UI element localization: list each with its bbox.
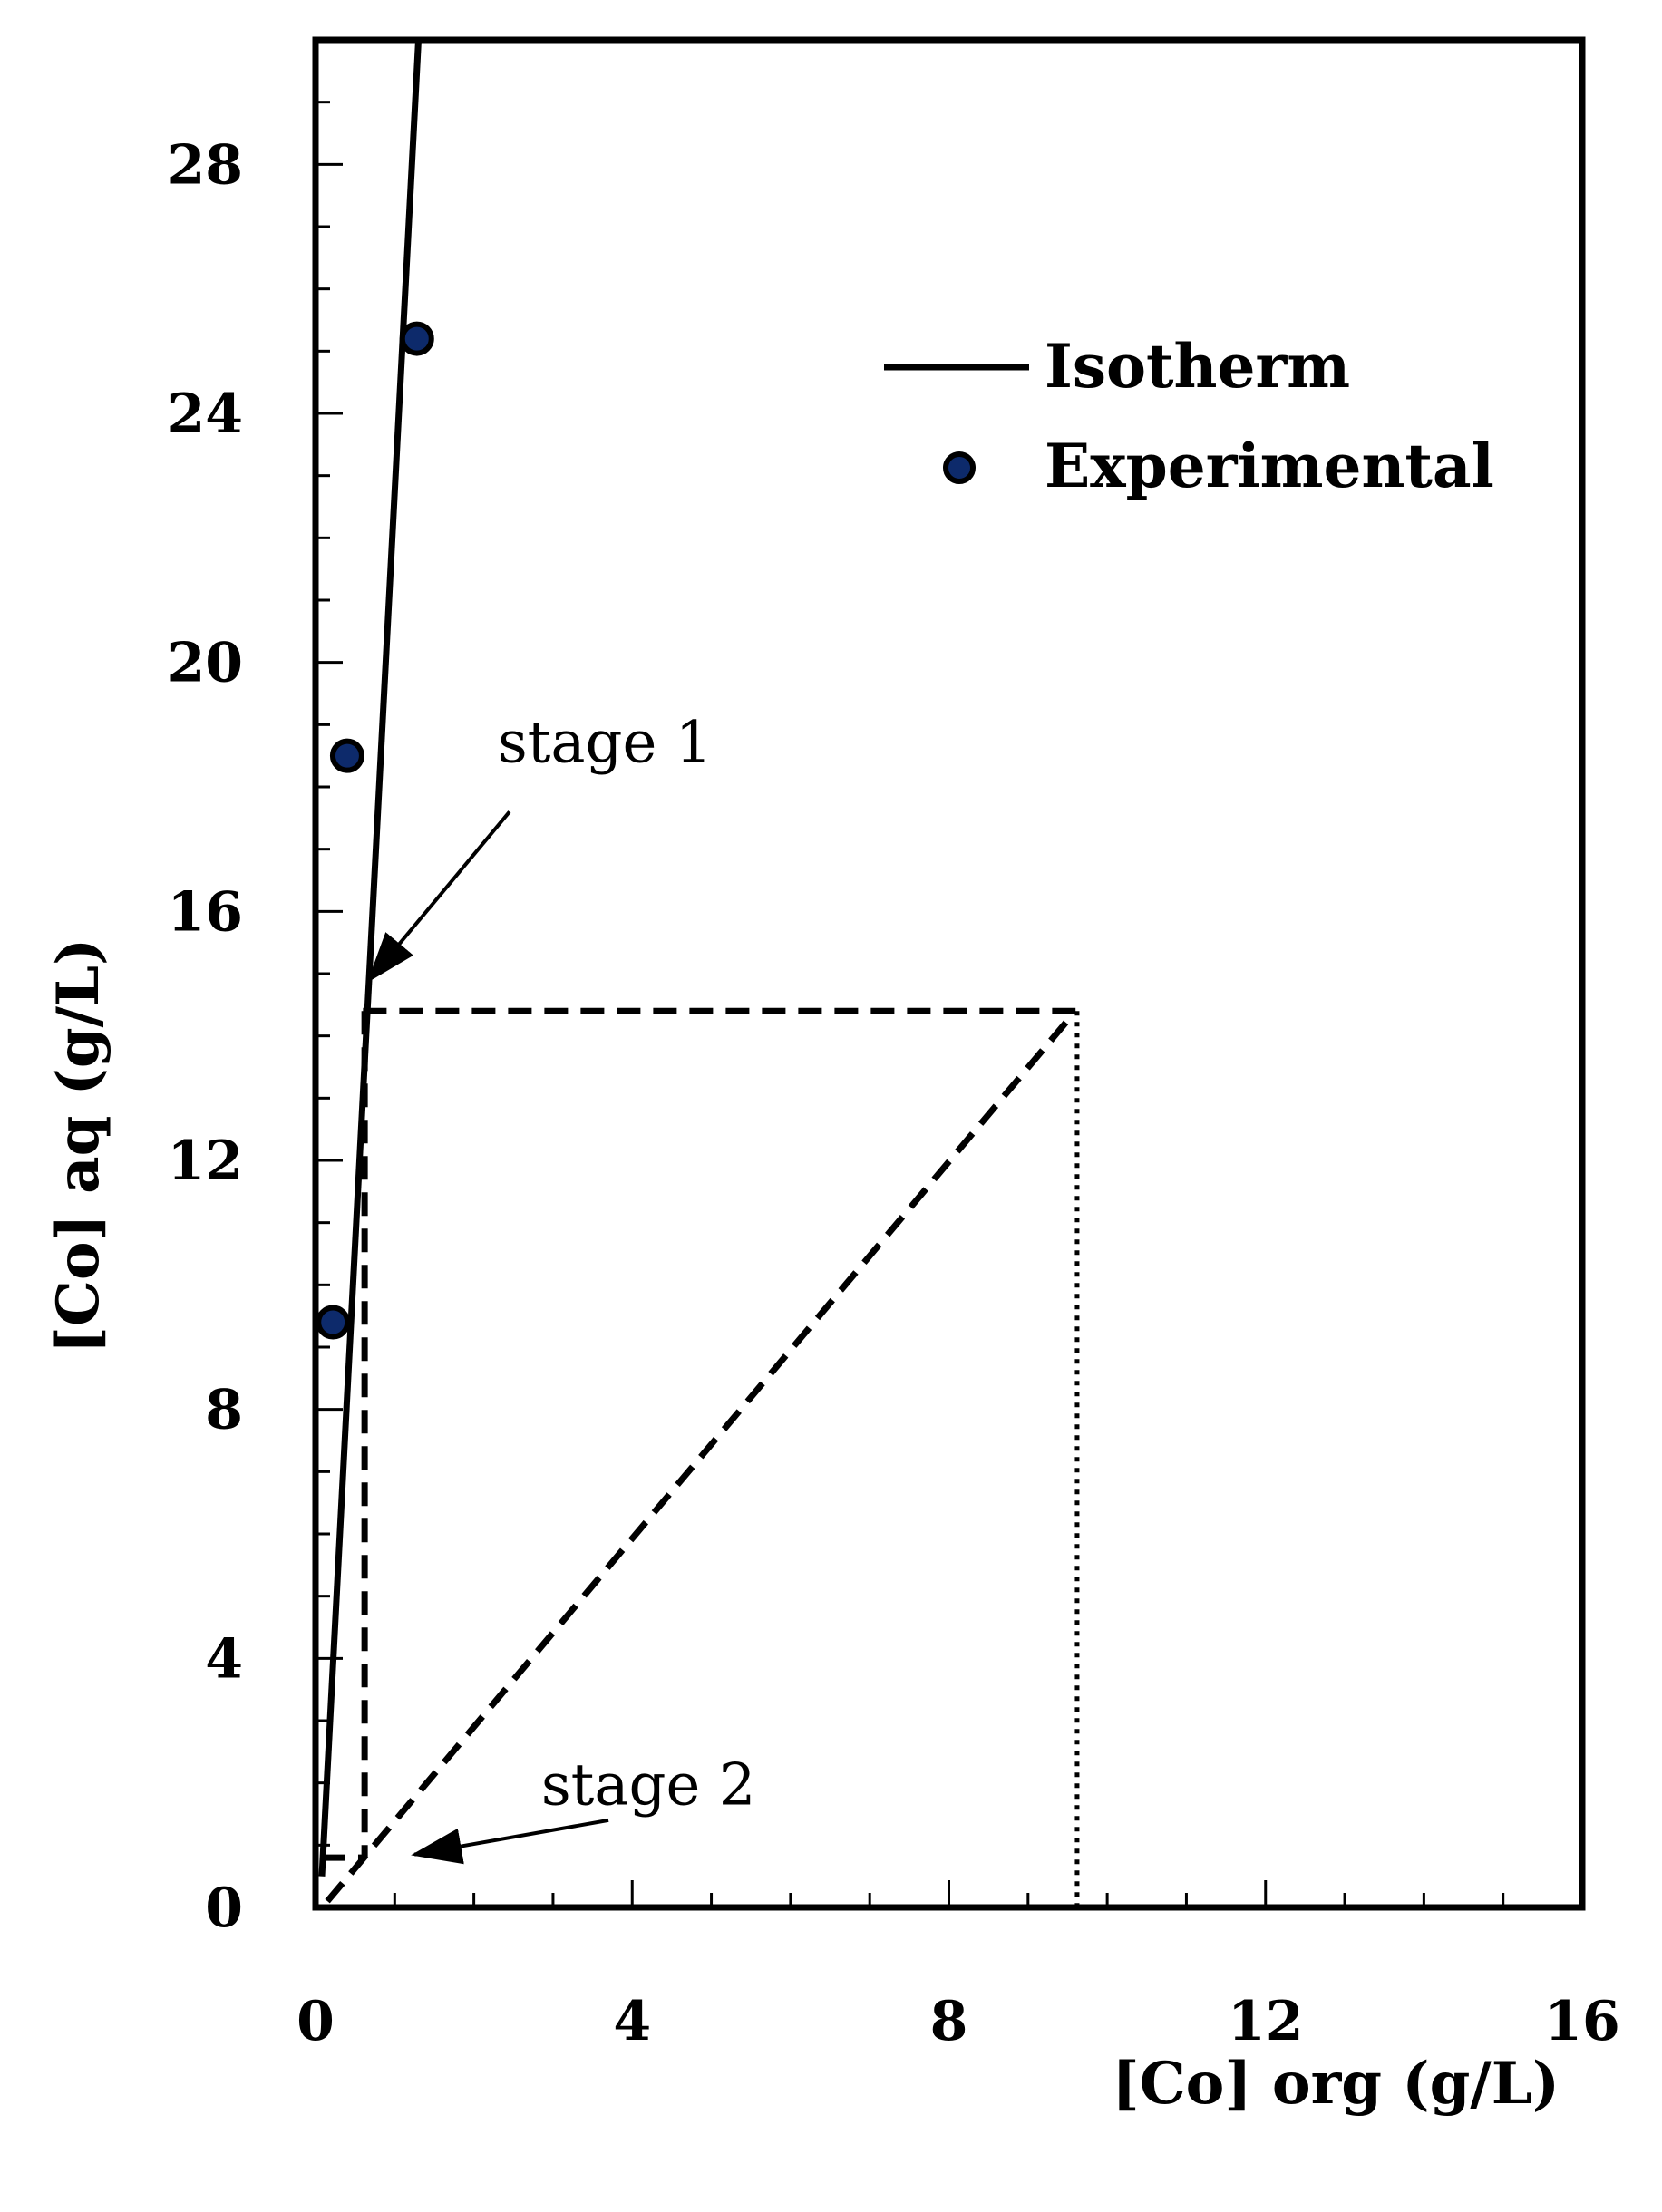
plot-frame	[312, 36, 1586, 1911]
experimental-point-1	[316, 1305, 351, 1340]
y-tick-label: 24	[168, 383, 244, 446]
y-tick-label: 12	[168, 1130, 244, 1193]
legend-isotherm-label: Isotherm	[1045, 331, 1350, 402]
isotherm-series	[318, 39, 423, 1877]
y-tick-label: 0	[205, 1877, 243, 1940]
annotation-arrow-1	[366, 810, 511, 983]
experimental-point-3	[399, 321, 434, 356]
annotation-label-1: stage 1	[498, 710, 713, 777]
construction-line-3	[325, 1008, 1078, 1904]
y-tick-label: 28	[168, 133, 244, 197]
construction-lines	[321, 1007, 1080, 1907]
y-axis-title: [Co] aq (g/L)	[44, 938, 112, 1354]
x-tick-label: 12	[1228, 1990, 1304, 2053]
y-tick-label: 4	[205, 1627, 243, 1691]
annotation-arrow-2	[411, 1818, 609, 1865]
legend-experimental-swatch	[943, 451, 976, 484]
x-tick-label: 16	[1544, 1990, 1620, 2053]
isotherm-line	[318, 39, 423, 1877]
x-tick-label: 4	[613, 1990, 651, 2053]
x-tick-label: 8	[930, 1990, 968, 2053]
annotation-label-2: stage 2	[541, 1752, 756, 1819]
experimental-point-2	[329, 738, 364, 773]
x-axis-title: [Co] org (g/L)	[1112, 2050, 1560, 2118]
legend: Isotherm Experimental	[884, 331, 1494, 501]
annotations: stage 1 stage 2	[366, 710, 756, 1865]
y-tick-label: 20	[168, 632, 244, 695]
axes: 0 4 8 12 16 0 4 8 12 16 20 24 28	[168, 36, 1620, 2053]
legend-experimental-label: Experimental	[1045, 431, 1494, 501]
y-tick-label: 16	[168, 880, 244, 944]
x-tick-label: 0	[296, 1990, 335, 2053]
y-tick-label: 8	[205, 1379, 243, 1442]
